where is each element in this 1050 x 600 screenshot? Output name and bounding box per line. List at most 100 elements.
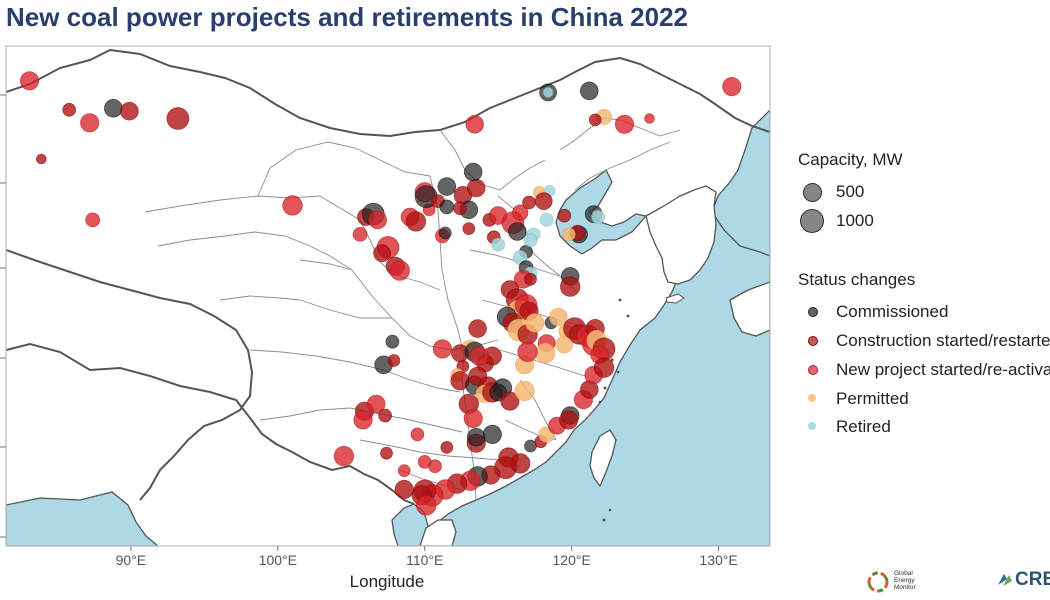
plant-point [333,445,355,467]
plant-point [561,227,576,242]
plant-point [378,408,393,423]
plant-point [466,178,486,198]
legend-size-swatch-500 [803,183,822,202]
x-tick-label: 130°E [699,552,737,568]
plant-point [389,260,411,281]
plant-point [539,212,554,227]
sea-bay-of-bengal [6,491,160,546]
legend-size-label-500: 500 [836,182,865,201]
plant-point [397,464,411,478]
plant-point [366,394,386,414]
plant-point [353,410,373,430]
legend-status-title: Status changes [798,270,916,289]
plant-point [385,334,400,349]
plant-point [468,319,487,338]
plant-point [522,195,536,210]
plant-point [380,446,393,460]
plant-point [440,440,454,454]
jeju-island [665,293,685,304]
plant-point [644,113,655,124]
x-axis-label: Longitude [350,572,425,591]
plant-point [469,346,489,366]
plant-point [437,177,457,196]
legend-label-commissioned: Commissioned [836,302,949,321]
legend-swatch-new-project [808,365,818,375]
plant-point [438,226,452,240]
plant-point [405,211,427,232]
plant-point [166,107,190,130]
plant-point [387,354,401,367]
data-points [19,71,742,516]
plant-point [410,427,425,442]
plant-point [557,208,572,223]
hainan-island [419,519,457,546]
plant-point [35,153,47,165]
plant-point [462,222,476,236]
chart-title: New coal power projects and retirements … [6,2,688,32]
legend-swatch-permitted [808,394,816,402]
crea-icon [998,574,1012,586]
legend-swatch-retired [808,422,816,430]
x-tick-label: 90°E [116,552,147,568]
plant-point [517,341,538,363]
plant-point [542,87,554,98]
plant-point [463,162,483,182]
plant-point [19,71,40,91]
plant-point [588,113,602,127]
plant-point [560,276,581,297]
gem-logo-text: Global Energy Monitor [894,570,916,591]
plant-point [722,77,742,97]
plant-point [559,410,579,430]
taiwan-island [589,429,617,488]
plant-point [282,195,303,216]
plant-point [524,272,537,286]
global-energy-monitor-logo: Global Energy Monitor [866,570,926,594]
plant-point [368,210,388,230]
plant-point [394,479,414,500]
japan-kyushu [729,281,770,337]
plant-point [549,307,568,327]
legend-swatch-construction [808,336,818,346]
plant-point [466,427,486,447]
plant-point [80,113,100,133]
plant-point [453,201,467,216]
plant-point [523,233,538,248]
plant-point [491,237,506,252]
legend-label-construction: Construction started/restarted [836,331,1050,350]
plant-point [120,101,139,121]
plant-point [591,210,605,224]
korea-peninsula [645,185,717,285]
x-tick-label: 120°E [553,552,591,568]
plant-point [535,343,556,364]
legend-size-label-1000: 1000 [836,211,874,230]
plant-point [465,115,485,134]
plant-point [104,99,123,118]
plant-point [432,339,452,359]
crea-logo-text: CREA [1015,569,1050,590]
legend-size-swatch-1000 [800,209,824,233]
x-tick-label: 100°E [259,552,297,568]
map-panel [6,46,770,546]
legend-label-permitted: Permitted [836,389,909,408]
plant-point [439,199,455,215]
coastal-islands [598,298,630,522]
plant-point [555,335,574,354]
plant-point [463,408,483,429]
plant-point [373,244,392,263]
legend-swatch-commissioned [808,307,818,317]
x-tick-label: 110°E [406,552,443,568]
national-border-west [6,249,254,501]
plant-point [525,313,545,333]
plant-point [352,226,368,242]
plant-point [579,81,599,101]
x-axis: 90°E 100°E 110°E 120°E 130°E [116,546,738,568]
plant-point [500,391,520,411]
plant-point [593,357,615,378]
legend-label-retired: Retired [836,417,891,436]
legend-size-title: Capacity, MW [798,150,903,169]
sea-japan [711,109,770,257]
plant-point [85,212,101,228]
plant-point [614,114,635,134]
plant-point [514,380,535,402]
